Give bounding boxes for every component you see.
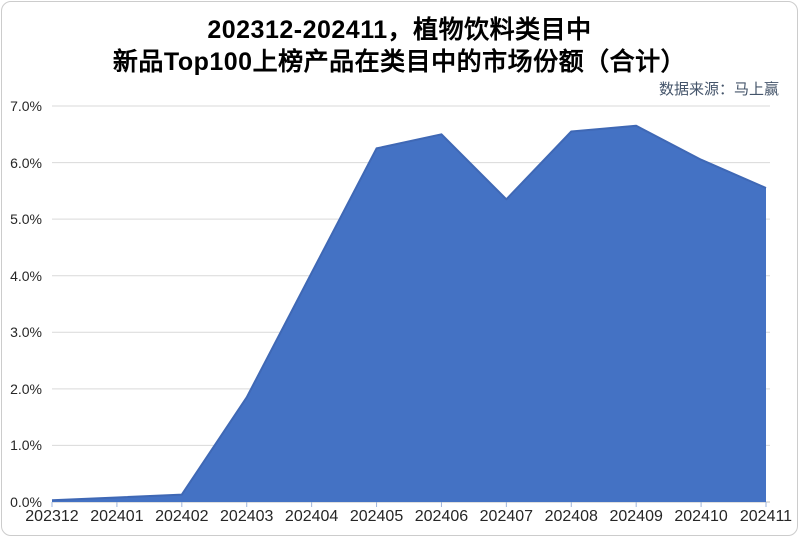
y-axis-label: 3.0% <box>10 324 42 341</box>
x-axis-label: 202404 <box>284 508 339 525</box>
x-axis-label: 202408 <box>544 508 598 525</box>
x-axis-label: 202406 <box>414 508 469 525</box>
y-axis-label: 4.0% <box>10 267 42 284</box>
x-axis-label: 202405 <box>349 508 404 525</box>
area-series-fill <box>52 125 766 503</box>
area-series-outline <box>51 124 767 502</box>
x-axis-label: 202409 <box>609 508 663 525</box>
x-axis-label: 202402 <box>155 508 209 525</box>
data-source-note: 数据来源：马上赢 <box>658 80 779 98</box>
y-axis-label: 1.0% <box>10 437 42 454</box>
x-axis-label: 202403 <box>220 508 274 525</box>
y-axis-label: 5.0% <box>10 211 42 228</box>
x-axis-label: 202401 <box>90 508 144 525</box>
chart-title-line-2: 新品Top100上榜产品在类目中的市场份额（合计） <box>112 48 687 76</box>
x-axis-label: 202312 <box>25 508 79 525</box>
chart-title-line-1: 202312-202411，植物饮料类目中 <box>207 16 592 44</box>
x-axis-label: 202411 <box>739 508 793 525</box>
y-axis-label: 0.0% <box>10 494 42 510</box>
y-axis-label: 6.0% <box>10 154 42 171</box>
y-axis-label: 2.0% <box>10 380 42 397</box>
chart-title: 202312-202411，植物饮料类目中 新品Top100上榜产品在类目中的市… <box>2 14 797 78</box>
x-axis-label: 202407 <box>479 508 534 525</box>
x-axis-label: 202410 <box>674 508 728 525</box>
y-axis-label: 7.0% <box>10 98 42 114</box>
